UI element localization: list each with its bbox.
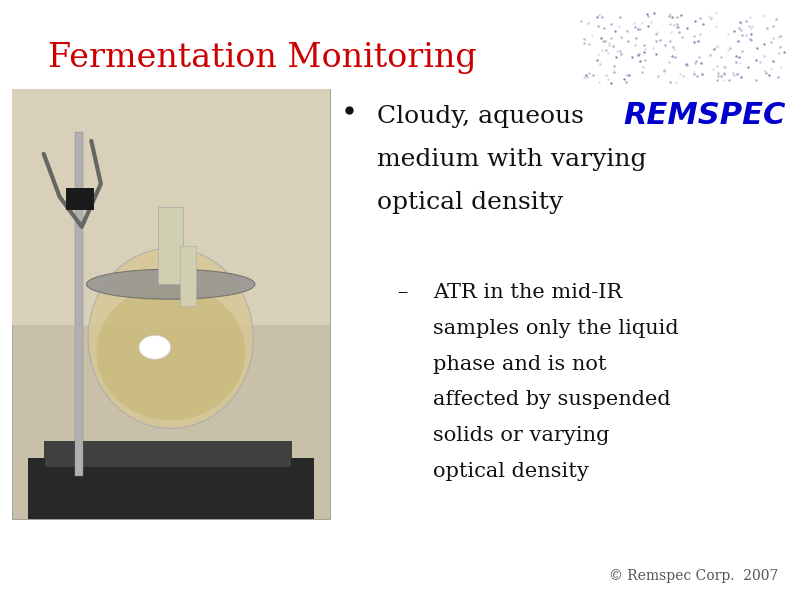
Bar	[572, 12, 786, 119]
Text: samples only the liquid: samples only the liquid	[433, 319, 678, 338]
Text: solids or varying: solids or varying	[433, 426, 609, 445]
Text: © Remspec Corp.  2007: © Remspec Corp. 2007	[609, 569, 778, 583]
Bar	[75, 132, 83, 476]
Bar	[66, 188, 94, 210]
Circle shape	[139, 336, 171, 359]
Bar	[180, 246, 196, 306]
Text: Fermentation Monitoring: Fermentation Monitoring	[48, 42, 476, 74]
Text: phase and is not: phase and is not	[433, 355, 607, 374]
Bar	[12, 89, 330, 325]
Bar	[158, 207, 183, 284]
Text: optical density: optical density	[377, 191, 563, 215]
Bar	[44, 441, 291, 467]
Ellipse shape	[87, 269, 255, 299]
Text: affected by suspended: affected by suspended	[433, 390, 670, 409]
Text: medium with varying: medium with varying	[377, 148, 646, 172]
Text: optical density: optical density	[433, 462, 588, 481]
Ellipse shape	[96, 285, 245, 420]
Text: Cloudy, aqueous: Cloudy, aqueous	[377, 105, 584, 129]
Bar	[12, 89, 330, 519]
Text: REMSPEC: REMSPEC	[623, 101, 786, 131]
Bar	[28, 458, 314, 519]
Text: –: –	[397, 283, 407, 302]
Text: ATR in the mid-IR: ATR in the mid-IR	[433, 283, 622, 302]
Ellipse shape	[88, 248, 253, 429]
